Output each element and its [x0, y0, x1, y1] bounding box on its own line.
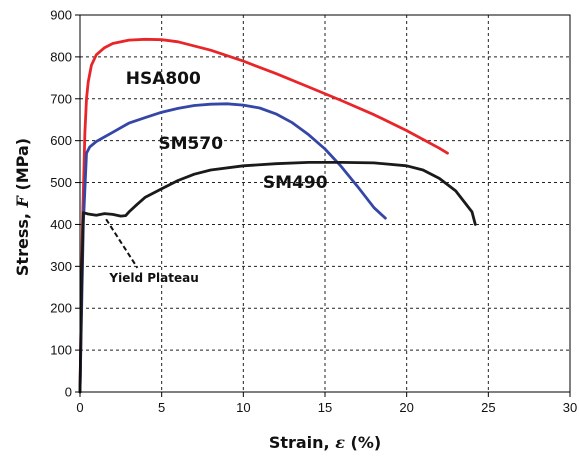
series-label-sm570: SM570 — [158, 134, 223, 154]
x-tick-label: 30 — [563, 400, 577, 415]
x-tick-label: 10 — [236, 400, 250, 415]
x-tick-label: 0 — [76, 400, 83, 415]
y-tick-label: 200 — [50, 301, 72, 316]
annotations: Yield Plateau — [105, 218, 199, 285]
series-lines — [78, 37, 477, 394]
x-tick-label: 15 — [318, 400, 332, 415]
y-tick-label: 400 — [50, 217, 72, 232]
grid — [80, 15, 570, 392]
y-tick-label: 600 — [50, 133, 72, 148]
x-axis-title: Strain, ε (%) — [269, 433, 381, 452]
y-tick-label: 800 — [50, 49, 72, 64]
y-tick-label: 500 — [50, 175, 72, 190]
series-line-sm570 — [78, 102, 387, 394]
y-tick-label: 0 — [65, 385, 72, 400]
y-tick-label: 300 — [50, 259, 72, 274]
x-tick-label: 25 — [481, 400, 495, 415]
series-label-hsa800: HSA800 — [126, 69, 201, 89]
y-tick-label: 100 — [50, 343, 72, 358]
yield-plateau-label: Yield Plateau — [108, 271, 198, 285]
series-line-hsa800 — [78, 37, 449, 394]
series-label-sm490: SM490 — [263, 173, 328, 193]
x-tick-label: 5 — [158, 400, 165, 415]
x-tick-label: 20 — [399, 400, 413, 415]
series-line-sm490 — [78, 160, 477, 394]
series-labels: HSA800 SM570 SM490 — [126, 69, 328, 193]
yield-plateau-leader-line — [105, 218, 139, 269]
y-tick-label: 700 — [50, 91, 72, 106]
y-axis-title: Stress, F (MPa) — [13, 138, 32, 276]
y-tick-label: 900 — [50, 8, 72, 23]
